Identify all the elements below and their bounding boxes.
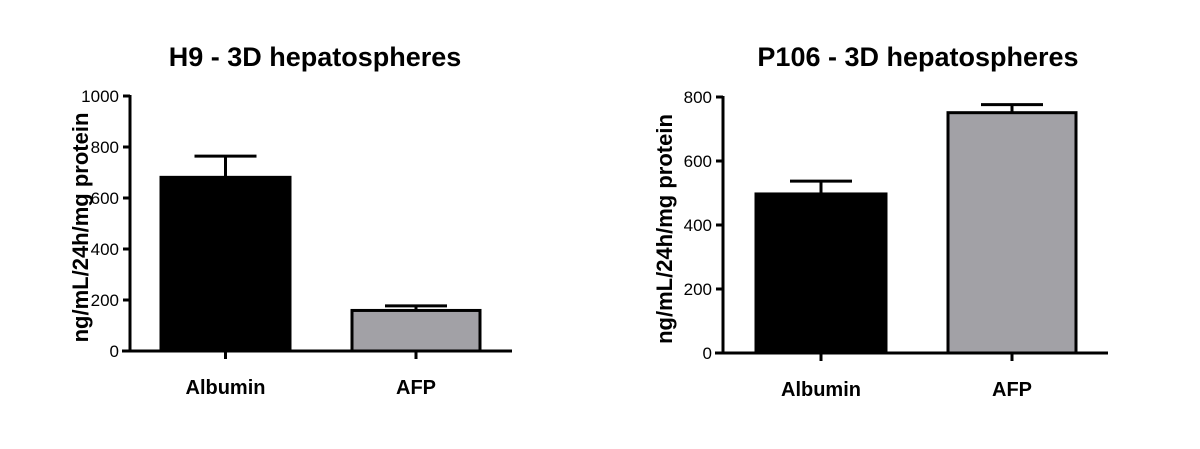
- y-tick-label: 200: [684, 280, 712, 299]
- bar-albumin: [754, 192, 888, 355]
- chart-panel-1: H9 - 3D hepatospheres ng/mL/24h/mg protei…: [68, 42, 512, 399]
- y-tick-label: 0: [703, 344, 712, 363]
- y-tick-label: 800: [91, 138, 119, 157]
- chart-title: P106 - 3D hepatospheres: [757, 42, 1078, 72]
- y-axis-label: ng/mL/24h/mg protein: [652, 114, 677, 344]
- y-axis-label: ng/mL/24h/mg protein: [68, 113, 93, 343]
- x-tick-label: Albumin: [186, 377, 266, 399]
- bar-afp: [946, 111, 1078, 355]
- y-tick-label: 0: [110, 342, 119, 361]
- y-tick-label: 800: [684, 88, 712, 107]
- y-tick-label: 400: [684, 216, 712, 235]
- y-tick-label: 400: [91, 240, 119, 259]
- chart-title: H9 - 3D hepatospheres: [169, 42, 462, 72]
- bar-albumin: [159, 175, 292, 353]
- y-tick-label: 1000: [81, 87, 119, 106]
- y-tick-label: 200: [91, 291, 119, 310]
- x-tick-label: AFP: [396, 377, 436, 399]
- chart-panel-2: P106 - 3D hepatospheres ng/mL/24h/mg prot…: [652, 42, 1108, 401]
- x-tick-label: Albumin: [781, 379, 861, 401]
- x-tick-label: AFP: [992, 379, 1032, 401]
- bar-afp: [350, 308, 482, 353]
- y-tick-label: 600: [91, 189, 119, 208]
- y-tick-label: 600: [684, 152, 712, 171]
